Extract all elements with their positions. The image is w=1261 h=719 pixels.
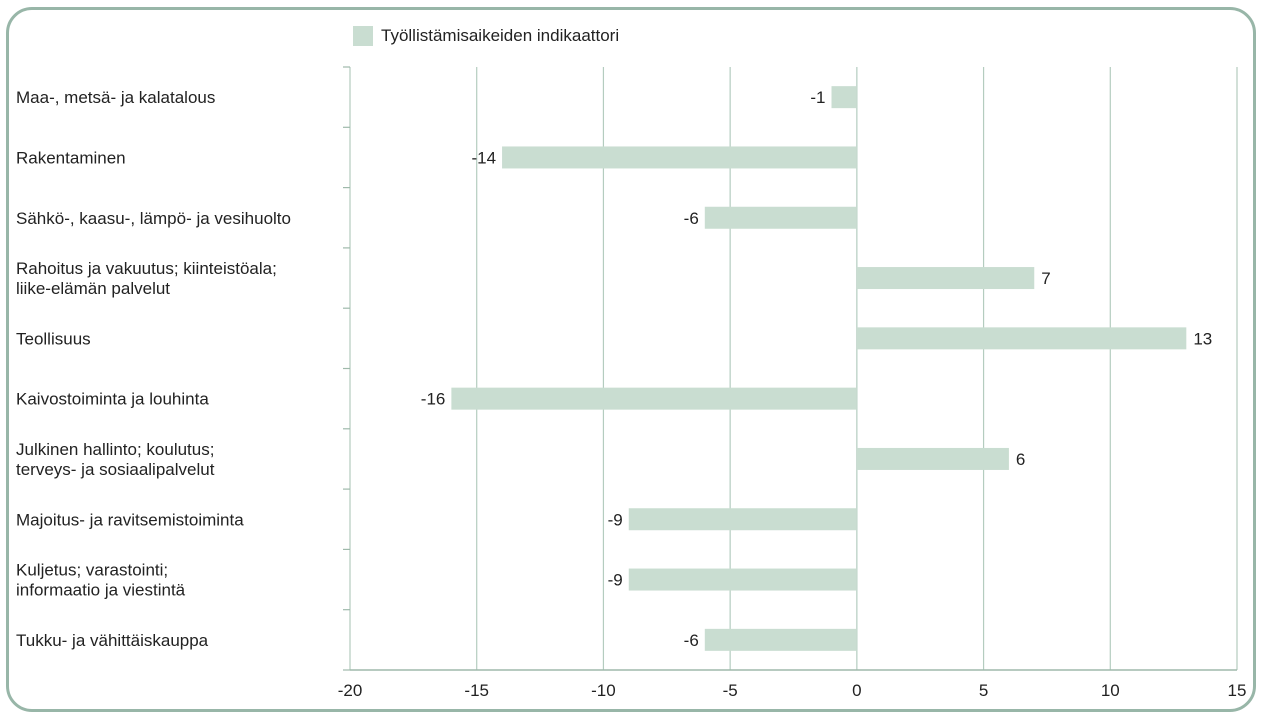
- data-label: 6: [1016, 450, 1025, 469]
- category-label: Tukku- ja vähittäiskauppa: [16, 631, 209, 650]
- legend-label: Työllistämisaikeiden indikaattori: [381, 26, 620, 45]
- category-label: terveys- ja sosiaalipalvelut: [16, 460, 215, 479]
- bar: [856, 327, 1187, 350]
- category-label: liike-elämän palvelut: [16, 279, 170, 298]
- x-tick-label: -20: [338, 681, 363, 700]
- data-label: -14: [471, 148, 496, 167]
- category-label: Teollisuus: [16, 329, 91, 348]
- x-tick-label: 15: [1228, 681, 1247, 700]
- data-label: -16: [421, 390, 446, 409]
- bar: [704, 628, 857, 651]
- category-label: Rahoitus ja vakuutus; kiinteistöala;: [16, 259, 277, 278]
- data-label: 7: [1041, 269, 1050, 288]
- axes: [343, 66, 1237, 671]
- bar: [628, 508, 857, 531]
- x-tick-label: -15: [464, 681, 489, 700]
- labels: -20 -15 -10 -5 0 5 10 15 -1 Maa-, metsä- ja kalat…: [16, 88, 1246, 700]
- legend: Työllistämisaikeiden indikaattori: [353, 26, 619, 46]
- category-label: Kaivostoiminta ja louhinta: [16, 390, 209, 409]
- data-label: -9: [608, 510, 623, 529]
- data-label: -6: [684, 631, 699, 650]
- data-label: -6: [684, 209, 699, 228]
- x-tick-label: -10: [591, 681, 616, 700]
- x-tick-label: 5: [979, 681, 988, 700]
- category-label: Sähkö-, kaasu-, lämpö- ja vesihuolto: [16, 209, 291, 228]
- category-label: Julkinen hallinto; koulutus;: [16, 440, 214, 459]
- bars: [451, 86, 1187, 651]
- category-label: Maa-, metsä- ja kalatalous: [16, 88, 215, 107]
- x-tick-label: 10: [1101, 681, 1120, 700]
- bar: [628, 568, 857, 591]
- chart-frame: [6, 7, 1256, 712]
- bar: [704, 206, 857, 229]
- category-label: informaatio ja viestintä: [16, 581, 186, 600]
- data-label: 13: [1193, 329, 1212, 348]
- category-label: Majoitus- ja ravitsemistoiminta: [16, 510, 244, 529]
- bar: [856, 267, 1035, 290]
- bar: [856, 447, 1009, 470]
- bar: [451, 387, 857, 410]
- data-label: -1: [810, 88, 825, 107]
- legend-swatch: [353, 26, 373, 46]
- x-tick-label: -5: [723, 681, 738, 700]
- category-label: Kuljetus; varastointi;: [16, 561, 168, 580]
- x-tick-label: 0: [852, 681, 861, 700]
- category-label: Rakentaminen: [16, 148, 126, 167]
- bar: [502, 146, 857, 169]
- bar: [831, 86, 857, 109]
- data-label: -9: [608, 571, 623, 590]
